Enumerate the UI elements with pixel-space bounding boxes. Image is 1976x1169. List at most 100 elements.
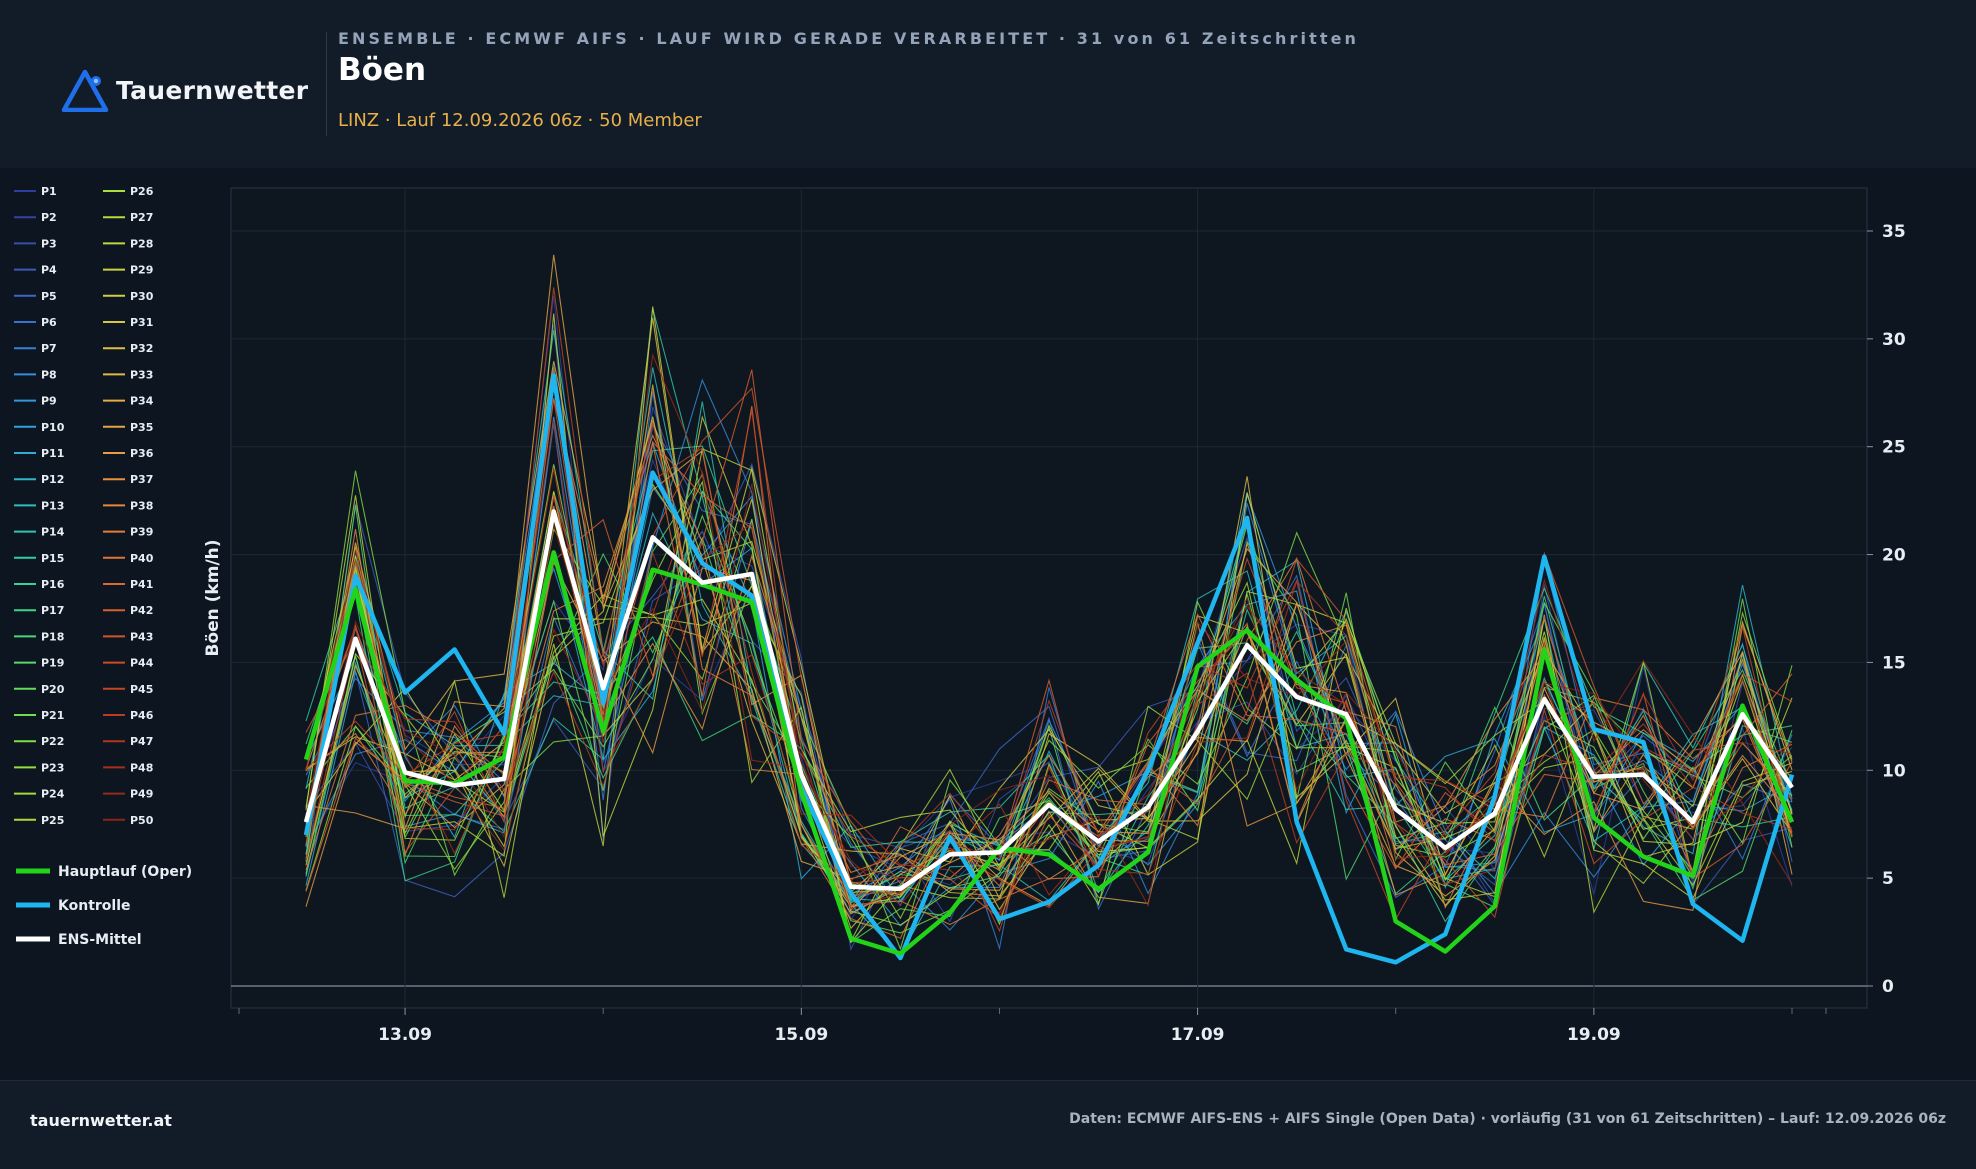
y-tick-label: 35 — [1882, 222, 1906, 242]
legend: P1 P2 P3 P4 P5 P6 P7 P8 P9 P10 P11 P12 P13 P14 P15 P16 P… — [14, 185, 192, 948]
member-line-p8 — [305, 366, 1793, 931]
series-line-ens-mittel — [303, 509, 1794, 892]
legend-label: ENS-Mittel — [58, 932, 142, 948]
member-line-p28 — [305, 313, 1793, 871]
legend-label: P42 — [130, 604, 153, 617]
member-line-p46 — [305, 470, 1793, 882]
legend-label: P48 — [130, 761, 153, 774]
legend-label: P22 — [41, 735, 64, 748]
y-tick-label: 15 — [1882, 653, 1906, 673]
y-tick-label: 5 — [1882, 869, 1894, 889]
mountain-logo-icon — [61, 69, 109, 112]
member-line-p38 — [305, 434, 1793, 879]
ensemble-chart: 0 5 10 15 20 25 30 35 13.09 15.09 17.09 19.09 Böen (… — [14, 185, 1906, 1045]
member-line-p48 — [305, 420, 1793, 910]
legend-label: P37 — [130, 473, 153, 486]
legend-label: P27 — [130, 211, 153, 224]
member-line-p18 — [305, 490, 1793, 904]
legend-label: P10 — [41, 421, 65, 434]
member-line-p21 — [305, 514, 1793, 934]
legend-label: P11 — [41, 447, 64, 460]
legend-label: P49 — [130, 788, 153, 801]
member-line-p26 — [305, 483, 1793, 926]
legend-label: P46 — [130, 709, 154, 722]
plot-frame — [230, 187, 1868, 1009]
header-divider — [326, 32, 327, 136]
legend-label: P15 — [41, 552, 64, 565]
legend-label: P16 — [41, 578, 65, 591]
legend-label: P9 — [41, 395, 57, 408]
legend-label: P28 — [130, 237, 153, 250]
series-line-kontrolle — [303, 373, 1795, 965]
y-tick-label: 10 — [1882, 761, 1906, 781]
footer-source: Daten: ECMWF AIFS-ENS + AIFS Single (Ope… — [1069, 1111, 1946, 1127]
run-info: LINZ · Lauf 12.09.2026 06z · 50 Member — [338, 110, 702, 131]
header: Tauernwetter ENSEMBLE · ECMWF AIFS · LAU… — [0, 0, 1976, 168]
member-line-p35 — [305, 254, 1793, 912]
legend-label: P13 — [41, 499, 64, 512]
member-line-p19 — [305, 505, 1793, 909]
y-tick-label: 25 — [1882, 438, 1906, 458]
legend-label: P35 — [130, 421, 153, 434]
chart-area: 0 5 10 15 20 25 30 35 13.09 15.09 17.09 19.09 Böen (… — [0, 168, 1976, 1080]
legend-label: P12 — [41, 473, 64, 486]
member-line-p44 — [305, 447, 1793, 919]
legend-label: P44 — [130, 657, 154, 670]
member-line-p25 — [305, 566, 1793, 943]
legend-label: P7 — [41, 342, 57, 355]
x-tick-label: 19.09 — [1567, 1025, 1621, 1045]
footer-site[interactable]: tauernwetter.at — [30, 1111, 172, 1130]
legend-label: P3 — [41, 237, 57, 250]
legend-label: P5 — [41, 290, 57, 303]
member-lines — [305, 254, 1793, 957]
member-line-p3 — [305, 324, 1793, 923]
legend-label: P2 — [41, 211, 57, 224]
member-line-p43 — [305, 387, 1793, 919]
legend-label: P39 — [130, 526, 153, 539]
x-tick-label: 17.09 — [1171, 1025, 1225, 1045]
legend-label: P18 — [41, 630, 64, 643]
member-line-p49 — [305, 352, 1793, 908]
legend-label: P40 — [130, 552, 154, 565]
legend-label: P26 — [130, 185, 154, 198]
legend-label: P33 — [130, 368, 153, 381]
legend-label: P47 — [130, 735, 153, 748]
brand-logo[interactable]: Tauernwetter — [60, 68, 308, 112]
brand-name: Tauernwetter — [116, 75, 309, 105]
y-tick-label: 20 — [1882, 546, 1906, 566]
legend-label: P23 — [41, 761, 64, 774]
legend-label: P45 — [130, 683, 153, 696]
legend-label: P21 — [41, 709, 64, 722]
legend-label: P41 — [130, 578, 153, 591]
member-line-p23 — [305, 518, 1793, 920]
legend-label: P38 — [130, 499, 153, 512]
page-title: Böen — [338, 52, 427, 88]
legend-label: Kontrolle — [58, 898, 131, 914]
legend-label: P1 — [41, 185, 57, 198]
legend-label: P6 — [41, 316, 57, 329]
y-tick-label: 0 — [1882, 977, 1894, 997]
legend-label: P32 — [130, 342, 153, 355]
legend-label: P50 — [130, 814, 154, 827]
legend-label: P4 — [41, 264, 57, 277]
x-tick-label: 15.09 — [774, 1025, 828, 1045]
member-line-p47 — [305, 468, 1793, 915]
member-line-p50 — [305, 483, 1793, 879]
legend-label: P25 — [41, 814, 64, 827]
legend-label: P34 — [130, 395, 154, 408]
y-tick-label: 30 — [1882, 330, 1906, 350]
x-tick-label: 13.09 — [378, 1025, 432, 1045]
legend-label: P29 — [130, 264, 153, 277]
legend-label: P43 — [130, 630, 153, 643]
run-status-line: ENSEMBLE · ECMWF AIFS · LAUF WIRD GERADE… — [338, 29, 1360, 48]
legend-label: P31 — [130, 316, 153, 329]
member-line-p27 — [305, 590, 1793, 926]
legend-label: P19 — [41, 657, 64, 670]
member-line-p22 — [305, 384, 1793, 951]
member-line-p17 — [305, 586, 1793, 895]
legend-label: P8 — [41, 368, 57, 381]
footer: tauernwetter.at Daten: ECMWF AIFS-ENS + … — [0, 1080, 1976, 1169]
series-line-hauptlauf-oper — [303, 550, 1795, 956]
legend-label: Hauptlauf (Oper) — [58, 864, 192, 880]
legend-label: P24 — [41, 788, 65, 801]
